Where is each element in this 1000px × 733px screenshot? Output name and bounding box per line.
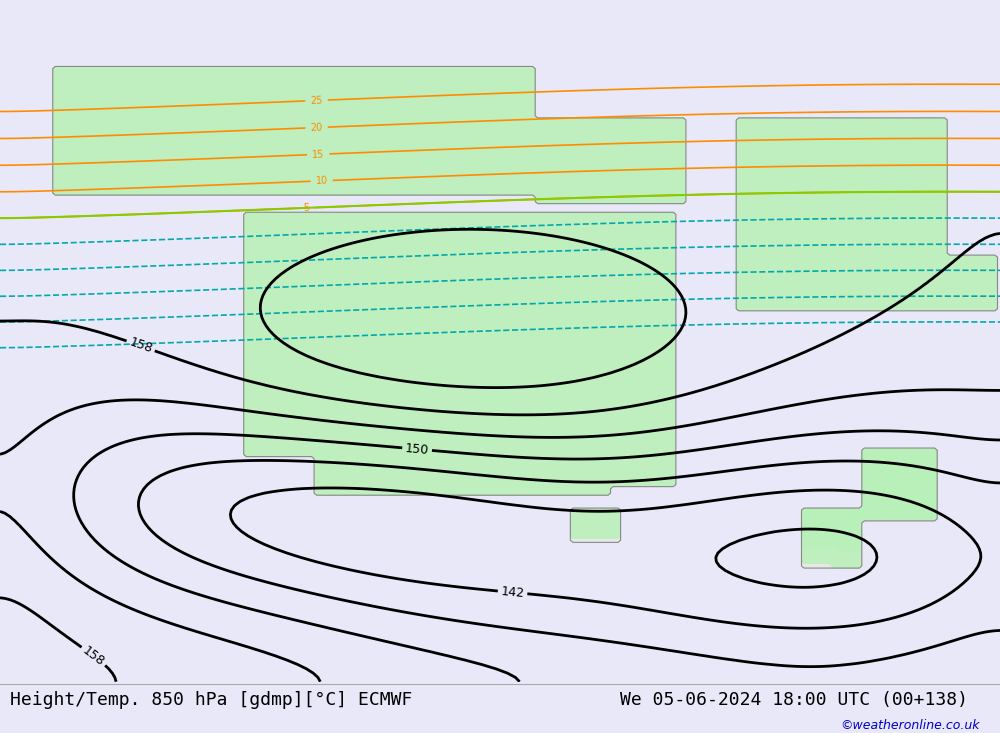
Text: 5: 5 [303,203,310,213]
Text: 10: 10 [315,176,328,186]
Text: Height/Temp. 850 hPa [gdmp][°C] ECMWF: Height/Temp. 850 hPa [gdmp][°C] ECMWF [10,690,412,709]
Text: 158: 158 [80,644,107,668]
Text: We 05-06-2024 18:00 UTC (00+138): We 05-06-2024 18:00 UTC (00+138) [620,690,968,709]
Text: 150: 150 [405,441,430,457]
Text: 20: 20 [310,122,323,133]
Text: ©weatheronline.co.uk: ©weatheronline.co.uk [840,719,980,732]
Text: 158: 158 [127,336,154,356]
Text: 25: 25 [310,95,323,106]
Text: 15: 15 [312,149,325,160]
Text: 142: 142 [500,585,525,600]
